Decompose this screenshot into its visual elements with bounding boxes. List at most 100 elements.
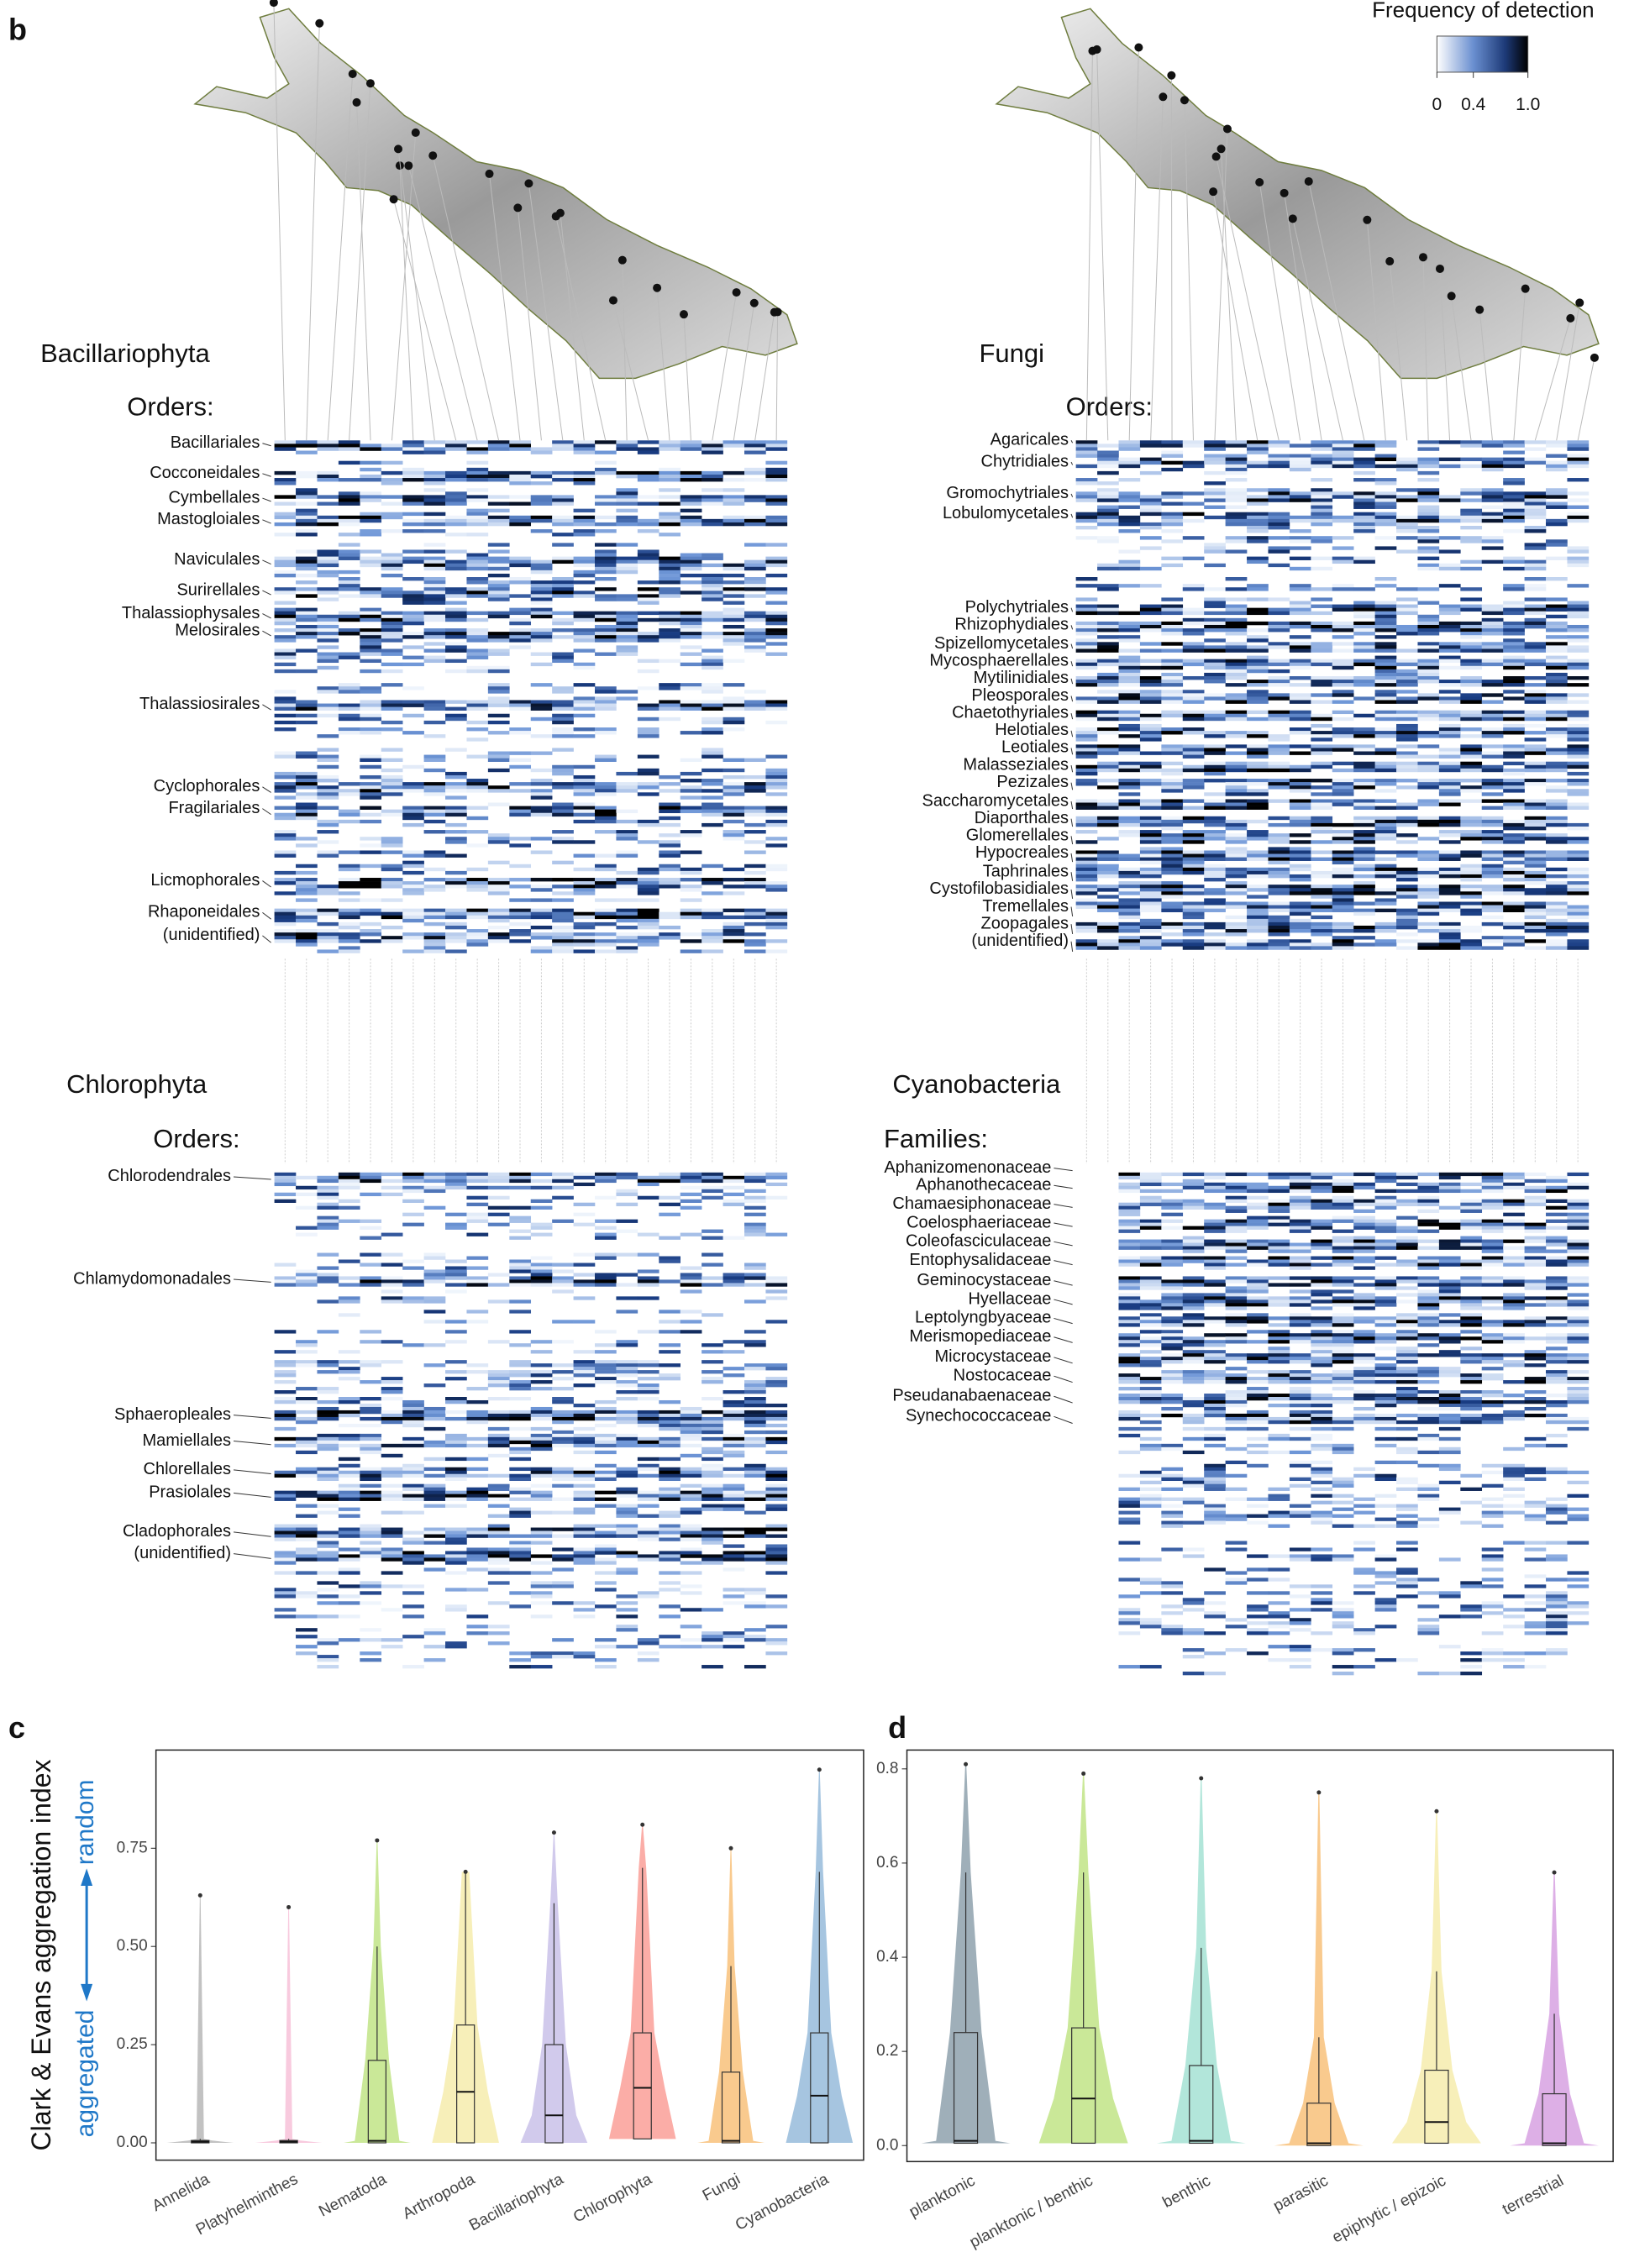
heatmap-cell: [1503, 905, 1525, 909]
heatmap-cell: [765, 1594, 788, 1599]
heatmap-cell: [530, 1614, 553, 1619]
heatmap-cell: [360, 1192, 382, 1197]
heatmap-cell: [338, 812, 360, 817]
heatmap-cell: [530, 925, 553, 930]
heatmap-cell: [637, 1440, 659, 1445]
heatmap-cell: [509, 1487, 532, 1491]
heatmap-cell: [1247, 515, 1269, 520]
heatmap-cell: [1374, 751, 1397, 755]
heatmap-cell: [1438, 624, 1461, 629]
heatmap-cell: [360, 1443, 382, 1448]
heatmap-cell: [1524, 717, 1547, 722]
heatmap-cell: [1460, 761, 1483, 766]
heatmap-cell: [1097, 672, 1119, 677]
heatmap-cell: [317, 474, 339, 479]
heatmap-cell: [702, 683, 723, 687]
heatmap-cell: [317, 703, 339, 707]
heatmap-cell: [765, 1544, 788, 1548]
heatmap-cell: [702, 754, 723, 759]
heatmap-cell: [1417, 819, 1440, 824]
heatmap-cell: [723, 1390, 745, 1394]
heatmap-cell: [1097, 710, 1119, 715]
heatmap-cell: [1118, 799, 1141, 803]
heatmap-cell: [423, 853, 446, 858]
heatmap-cell: [1353, 727, 1375, 732]
heatmap-cell: [1204, 662, 1226, 667]
heatmap-cell: [1289, 587, 1311, 591]
heatmap-cell: [552, 1420, 574, 1425]
heatmap-cell: [702, 915, 723, 920]
heatmap-cell: [1503, 559, 1525, 564]
heatmap-cell: [1204, 498, 1226, 502]
heatmap-cell: [702, 1185, 723, 1190]
heatmap-cell: [1075, 621, 1098, 626]
row-leader: [1070, 643, 1074, 649]
heatmap-cell: [445, 1222, 467, 1226]
heatmap-cell: [1118, 881, 1141, 885]
heatmap-cell: [338, 1527, 360, 1531]
heatmap-cell: [1247, 693, 1269, 697]
heatmap-cell: [659, 1473, 681, 1478]
heatmap-cell: [487, 1185, 510, 1190]
heatmap-cell: [1161, 840, 1184, 844]
heatmap-cell: [1289, 764, 1311, 769]
heatmap-cell: [1075, 577, 1098, 581]
heatmap-cell: [1438, 819, 1461, 824]
heatmap-cell: [487, 1370, 510, 1374]
heatmap-cell: [1353, 942, 1375, 947]
heatmap-cell: [381, 617, 403, 622]
heatmap-cell: [509, 1215, 532, 1220]
heatmap-cell: [1075, 710, 1098, 715]
heatmap-cell: [680, 1554, 702, 1558]
heatmap-cell: [1332, 648, 1354, 653]
heatmap-cell: [1524, 874, 1547, 879]
heatmap-cell: [487, 1483, 510, 1488]
heatmap-cell: [317, 1273, 339, 1277]
heatmap-cell: [702, 929, 723, 933]
heatmap-cell: [573, 853, 596, 858]
heatmap-cell: [1289, 853, 1311, 858]
heatmap-cell: [338, 1397, 360, 1401]
heatmap-cell: [274, 789, 297, 793]
heatmap-cell: [1503, 444, 1525, 448]
heatmap-cell: [296, 1547, 318, 1551]
heatmap-cell: [1332, 850, 1354, 854]
heatmap-cell: [1438, 751, 1461, 755]
heatmap-cell: [1247, 761, 1269, 766]
heatmap-cell: [317, 734, 339, 738]
heatmap-cell: [1524, 662, 1547, 667]
heatmap-cell: [338, 556, 360, 560]
heatmap-cell: [1460, 939, 1483, 943]
heatmap-cell: [1225, 444, 1248, 448]
heatmap-cell: [445, 840, 467, 844]
heatmap-cell: [659, 444, 681, 448]
heatmap-cell: [1182, 754, 1205, 759]
heatmap-cell: [1311, 895, 1333, 899]
heatmap-cell: [1396, 607, 1418, 612]
heatmap-cell: [466, 591, 489, 595]
heatmap-cell: [702, 700, 723, 704]
heatmap-cell: [1225, 850, 1248, 854]
heatmap-cell: [637, 1175, 659, 1180]
heatmap-cell: [1182, 785, 1205, 790]
heatmap-cell: [1139, 525, 1162, 530]
heatmap-cell: [487, 789, 510, 793]
heatmap-cell: [1503, 939, 1525, 943]
heatmap-cell: [744, 1263, 766, 1267]
heatmap-cell: [317, 638, 339, 643]
heatmap-cell: [402, 1551, 424, 1555]
heatmap-cell: [1311, 857, 1333, 861]
heatmap-cell: [1567, 607, 1590, 612]
heatmap-cell: [402, 601, 424, 605]
heatmap-cell: [1417, 867, 1440, 872]
heatmap-cell: [1396, 675, 1418, 680]
heatmap-cell: [381, 885, 403, 889]
heatmap-cell: [744, 939, 766, 943]
heatmap-cell: [1118, 806, 1141, 810]
heatmap-cell: [1139, 512, 1162, 517]
heatmap-cell: [1374, 665, 1397, 670]
heatmap-cell: [702, 1397, 723, 1401]
heatmap-cell: [1204, 816, 1226, 821]
heatmap-cell: [1139, 522, 1162, 527]
heatmap-cell: [680, 1410, 702, 1415]
